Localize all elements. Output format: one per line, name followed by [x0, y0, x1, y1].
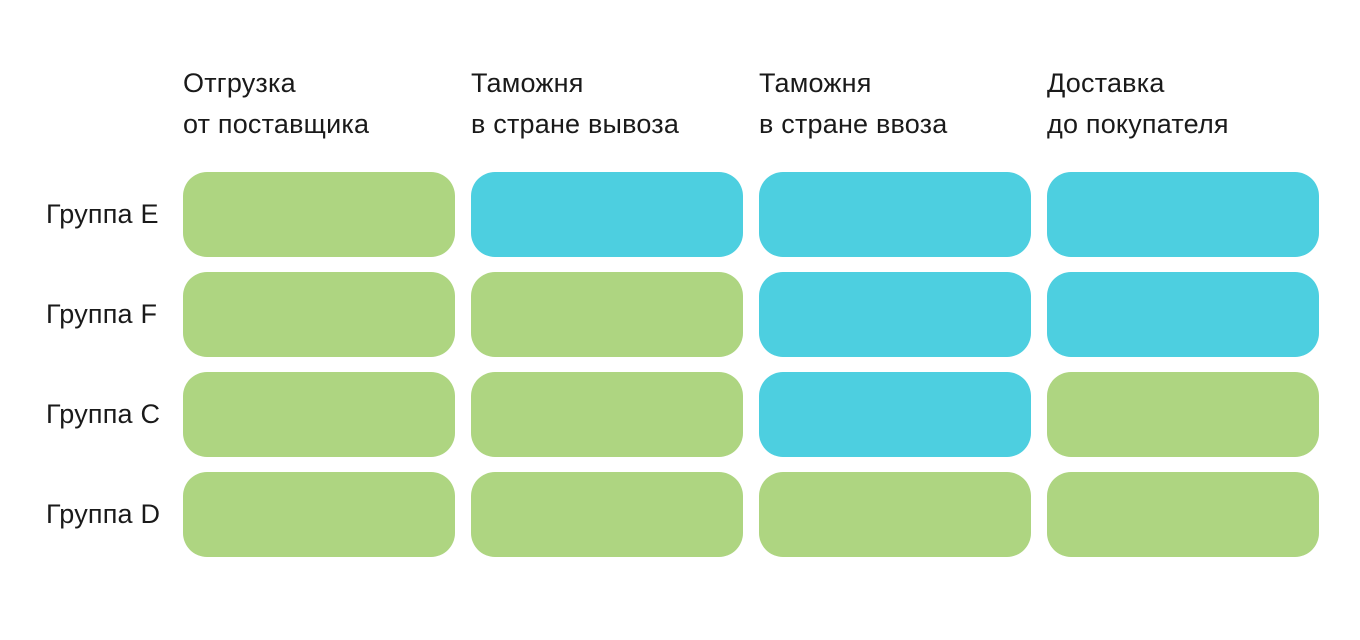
matrix-grid: Отгрузка от поставщика Таможня в стране …	[46, 60, 1319, 557]
matrix-cell	[183, 472, 455, 557]
row-label-group-f: Группа F	[46, 299, 158, 329]
matrix-cell	[471, 472, 743, 557]
row-label-group-e: Группа E	[46, 199, 159, 229]
column-header-delivery: Доставка до покупателя	[1047, 68, 1229, 139]
matrix-cell	[183, 172, 455, 257]
row-label-group-d: Группа D	[46, 499, 161, 529]
row-label-group-c: Группа C	[46, 399, 161, 429]
matrix-cell	[1047, 172, 1319, 257]
matrix-cell	[759, 172, 1031, 257]
matrix-cell	[759, 272, 1031, 357]
matrix-cell	[471, 272, 743, 357]
matrix-cell	[183, 372, 455, 457]
matrix-cell	[471, 172, 743, 257]
matrix-cell	[1047, 372, 1319, 457]
matrix-cell	[1047, 272, 1319, 357]
column-header-customs-import: Таможня в стране ввоза	[759, 68, 948, 139]
matrix-cell	[183, 272, 455, 357]
matrix-cell	[759, 472, 1031, 557]
column-header-customs-export: Таможня в стране вывоза	[471, 68, 680, 139]
matrix-cell	[759, 372, 1031, 457]
matrix-cell	[1047, 472, 1319, 557]
corner-spacer	[46, 60, 167, 157]
matrix-cell	[471, 372, 743, 457]
column-header-shipment: Отгрузка от поставщика	[183, 68, 370, 139]
